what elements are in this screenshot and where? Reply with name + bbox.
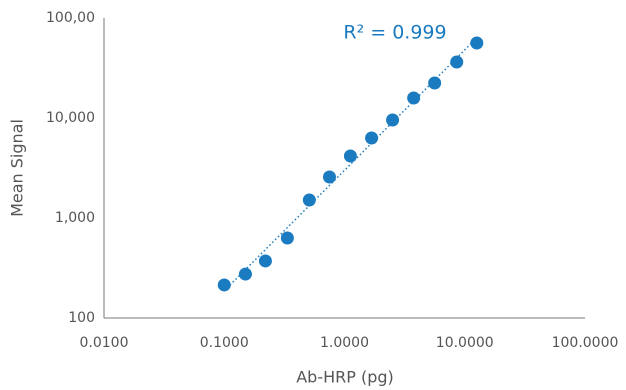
point	[428, 76, 442, 90]
point	[450, 55, 464, 69]
point	[302, 193, 316, 207]
point	[217, 278, 231, 292]
x-tick-label: 0.1000	[200, 335, 249, 351]
point	[322, 170, 336, 184]
x-axis-label: Ab-HRP (pg)	[296, 368, 394, 387]
x-tick-label: 100.0000	[552, 335, 619, 351]
point	[238, 267, 252, 281]
x-tick-label: 10.0000	[436, 335, 494, 351]
x-tick-label: 0.0100	[80, 335, 129, 351]
point	[343, 149, 357, 163]
point	[407, 91, 421, 105]
point	[365, 131, 379, 145]
point	[386, 113, 400, 127]
y-tick-label: 100	[68, 310, 95, 326]
trendline	[223, 37, 478, 292]
y-axis-label: Mean Signal	[8, 119, 27, 217]
x-tick-label: 1.0000	[320, 335, 369, 351]
point	[280, 231, 294, 245]
point	[258, 254, 272, 268]
y-tick-label: 10,000	[46, 110, 95, 126]
y-tick-label: 100,00	[46, 10, 95, 26]
y-tick-label: 1,000	[55, 210, 95, 226]
point	[470, 36, 484, 50]
annotation: R² = 0.999	[343, 22, 446, 44]
